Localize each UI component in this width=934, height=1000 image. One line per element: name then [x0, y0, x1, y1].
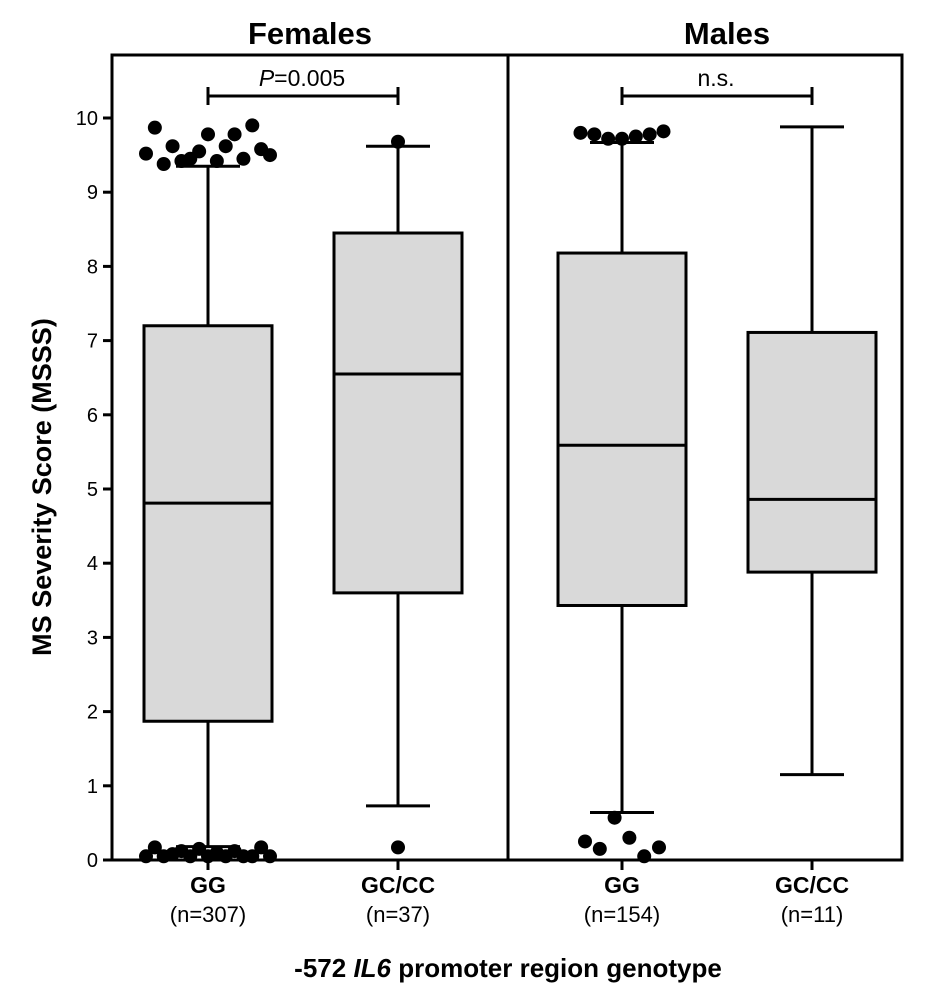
y-tick-label-4: 4	[87, 553, 98, 575]
outlier-point-1-0-high-6	[656, 124, 671, 139]
y-tick-label-0: 0	[87, 850, 98, 872]
outlier-point-0-1-low-0	[391, 840, 405, 855]
y-tick-label-7: 7	[87, 331, 98, 353]
outlier-point-0-0-high-0	[139, 146, 153, 161]
x-axis-label-gene: IL6	[353, 953, 391, 983]
outlier-point-0-0-high-8	[209, 154, 224, 169]
outlier-point-0-0-high-2	[156, 157, 171, 172]
outlier-point-0-0-high-9	[218, 139, 233, 154]
outlier-point-0-0-high-10	[227, 127, 242, 142]
group-label-males-gg: GG	[604, 872, 640, 898]
group-n-females-gccc: (n=37)	[366, 902, 430, 927]
outlier-point-1-0-high-4	[628, 129, 643, 144]
outlier-point-0-0-high-6	[192, 144, 207, 159]
iqr-box-1-0	[556, 251, 688, 607]
p-value-letter: P	[259, 65, 275, 91]
iqr-box-1-1	[746, 330, 878, 574]
outlier-point-0-0-low-1	[147, 840, 162, 855]
x-axis-label-suffix: promoter region genotype	[391, 953, 722, 983]
x-axis-label-prefix: -572	[294, 953, 353, 983]
outlier-point-0-0-high-14	[263, 148, 277, 163]
outlier-point-1-0-high-1	[587, 127, 602, 142]
group-n-females-gg: (n=307)	[170, 902, 246, 927]
outlier-point-1-0-low-5	[652, 840, 666, 855]
y-axis-label: MS Severity Score (MSSS)	[27, 318, 57, 656]
outlier-point-1-0-low-0	[578, 834, 592, 849]
outlier-point-1-0-high-0	[573, 125, 588, 140]
iqr-box-0-0	[142, 324, 274, 723]
outlier-point-1-0-low-1	[592, 841, 607, 856]
outlier-point-0-0-high-3	[165, 139, 180, 154]
outlier-point-0-1-high-0	[391, 134, 405, 149]
group-label-females-gg: GG	[190, 872, 226, 898]
outlier-point-0-0-low-13	[254, 840, 269, 855]
outlier-point-1-0-high-3	[615, 131, 629, 146]
outlier-point-0-0-high-12	[245, 118, 260, 133]
group-n-males-gg: (n=154)	[584, 902, 660, 927]
panel-title-males: Males	[684, 16, 770, 51]
comparison-label-females: P=0.005	[259, 65, 345, 91]
outlier-point-0-0-high-7	[201, 127, 215, 142]
outlier-point-1-0-low-3	[622, 830, 637, 845]
y-tick-label-3: 3	[87, 627, 98, 649]
y-tick-label-9: 9	[87, 182, 98, 204]
y-tick-label-10: 10	[76, 108, 98, 130]
y-tick-label-1: 1	[87, 776, 98, 798]
x-axis-label: -572 IL6 promoter region genotype	[294, 953, 722, 983]
p-value-text: =0.005	[274, 65, 345, 91]
y-tick-label-5: 5	[87, 479, 98, 501]
outlier-point-0-0-high-11	[236, 151, 251, 166]
group-n-males-gccc: (n=11)	[781, 902, 844, 927]
comparison-label-males: n.s.	[697, 65, 734, 91]
iqr-box-0-1	[332, 231, 464, 595]
outlier-point-1-0-high-5	[642, 127, 657, 142]
outlier-point-1-0-high-2	[601, 131, 616, 146]
outlier-point-0-0-high-1	[147, 120, 162, 135]
y-tick-label-8: 8	[87, 256, 98, 278]
group-label-males-gccc: GC/CC	[775, 872, 849, 898]
y-tick-label-2: 2	[87, 702, 98, 724]
panel-title-females: Females	[248, 16, 372, 51]
y-tick-label-6: 6	[87, 405, 98, 427]
group-label-females-gccc: GC/CC	[361, 872, 435, 898]
outlier-point-1-0-low-2	[607, 810, 622, 825]
